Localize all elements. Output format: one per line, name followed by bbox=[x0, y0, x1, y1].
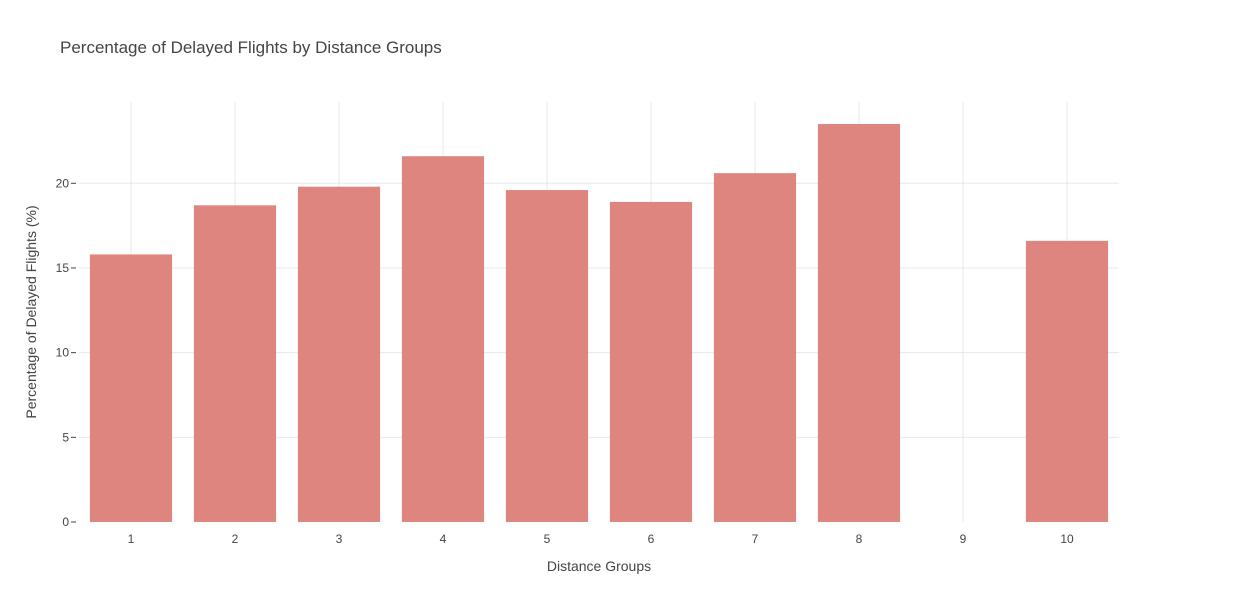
bar-group-1[interactable] bbox=[89, 254, 173, 522]
x-tick-label: 3 bbox=[336, 532, 343, 546]
x-tick-label: 5 bbox=[544, 532, 551, 546]
bars bbox=[89, 124, 1109, 523]
y-axis-ticks: 0 5 10 15 20 bbox=[56, 176, 76, 529]
x-tick-label: 8 bbox=[856, 532, 863, 546]
x-tick-label: 7 bbox=[752, 532, 759, 546]
bar-group-2[interactable] bbox=[193, 205, 277, 522]
x-axis-ticks: 1 2 3 4 5 6 7 8 9 10 bbox=[128, 532, 1074, 546]
bar-group-6[interactable] bbox=[609, 201, 693, 522]
x-tick-label: 4 bbox=[440, 532, 447, 546]
x-tick-label: 10 bbox=[1060, 532, 1074, 546]
bar-group-3[interactable] bbox=[297, 186, 381, 522]
bar-group-8[interactable] bbox=[817, 124, 901, 523]
x-tick-label: 2 bbox=[232, 532, 239, 546]
x-axis-label: Distance Groups bbox=[547, 558, 651, 574]
y-tick-label: 0 bbox=[62, 515, 69, 529]
bar-group-7[interactable] bbox=[713, 173, 797, 522]
y-tick-label: 15 bbox=[56, 261, 70, 275]
bar-group-10[interactable] bbox=[1025, 240, 1109, 522]
x-tick-label: 6 bbox=[648, 532, 655, 546]
y-axis-label: Percentage of Delayed Flights (%) bbox=[23, 205, 39, 418]
x-tick-label: 1 bbox=[128, 532, 135, 546]
chart-title: Percentage of Delayed Flights by Distanc… bbox=[60, 38, 442, 57]
y-tick-label: 10 bbox=[56, 346, 70, 360]
bar-group-4[interactable] bbox=[401, 156, 485, 522]
y-tick-label: 5 bbox=[62, 430, 69, 444]
y-tick-label: 20 bbox=[56, 176, 70, 190]
x-tick-label: 9 bbox=[960, 532, 967, 546]
bar-group-5[interactable] bbox=[505, 190, 589, 522]
